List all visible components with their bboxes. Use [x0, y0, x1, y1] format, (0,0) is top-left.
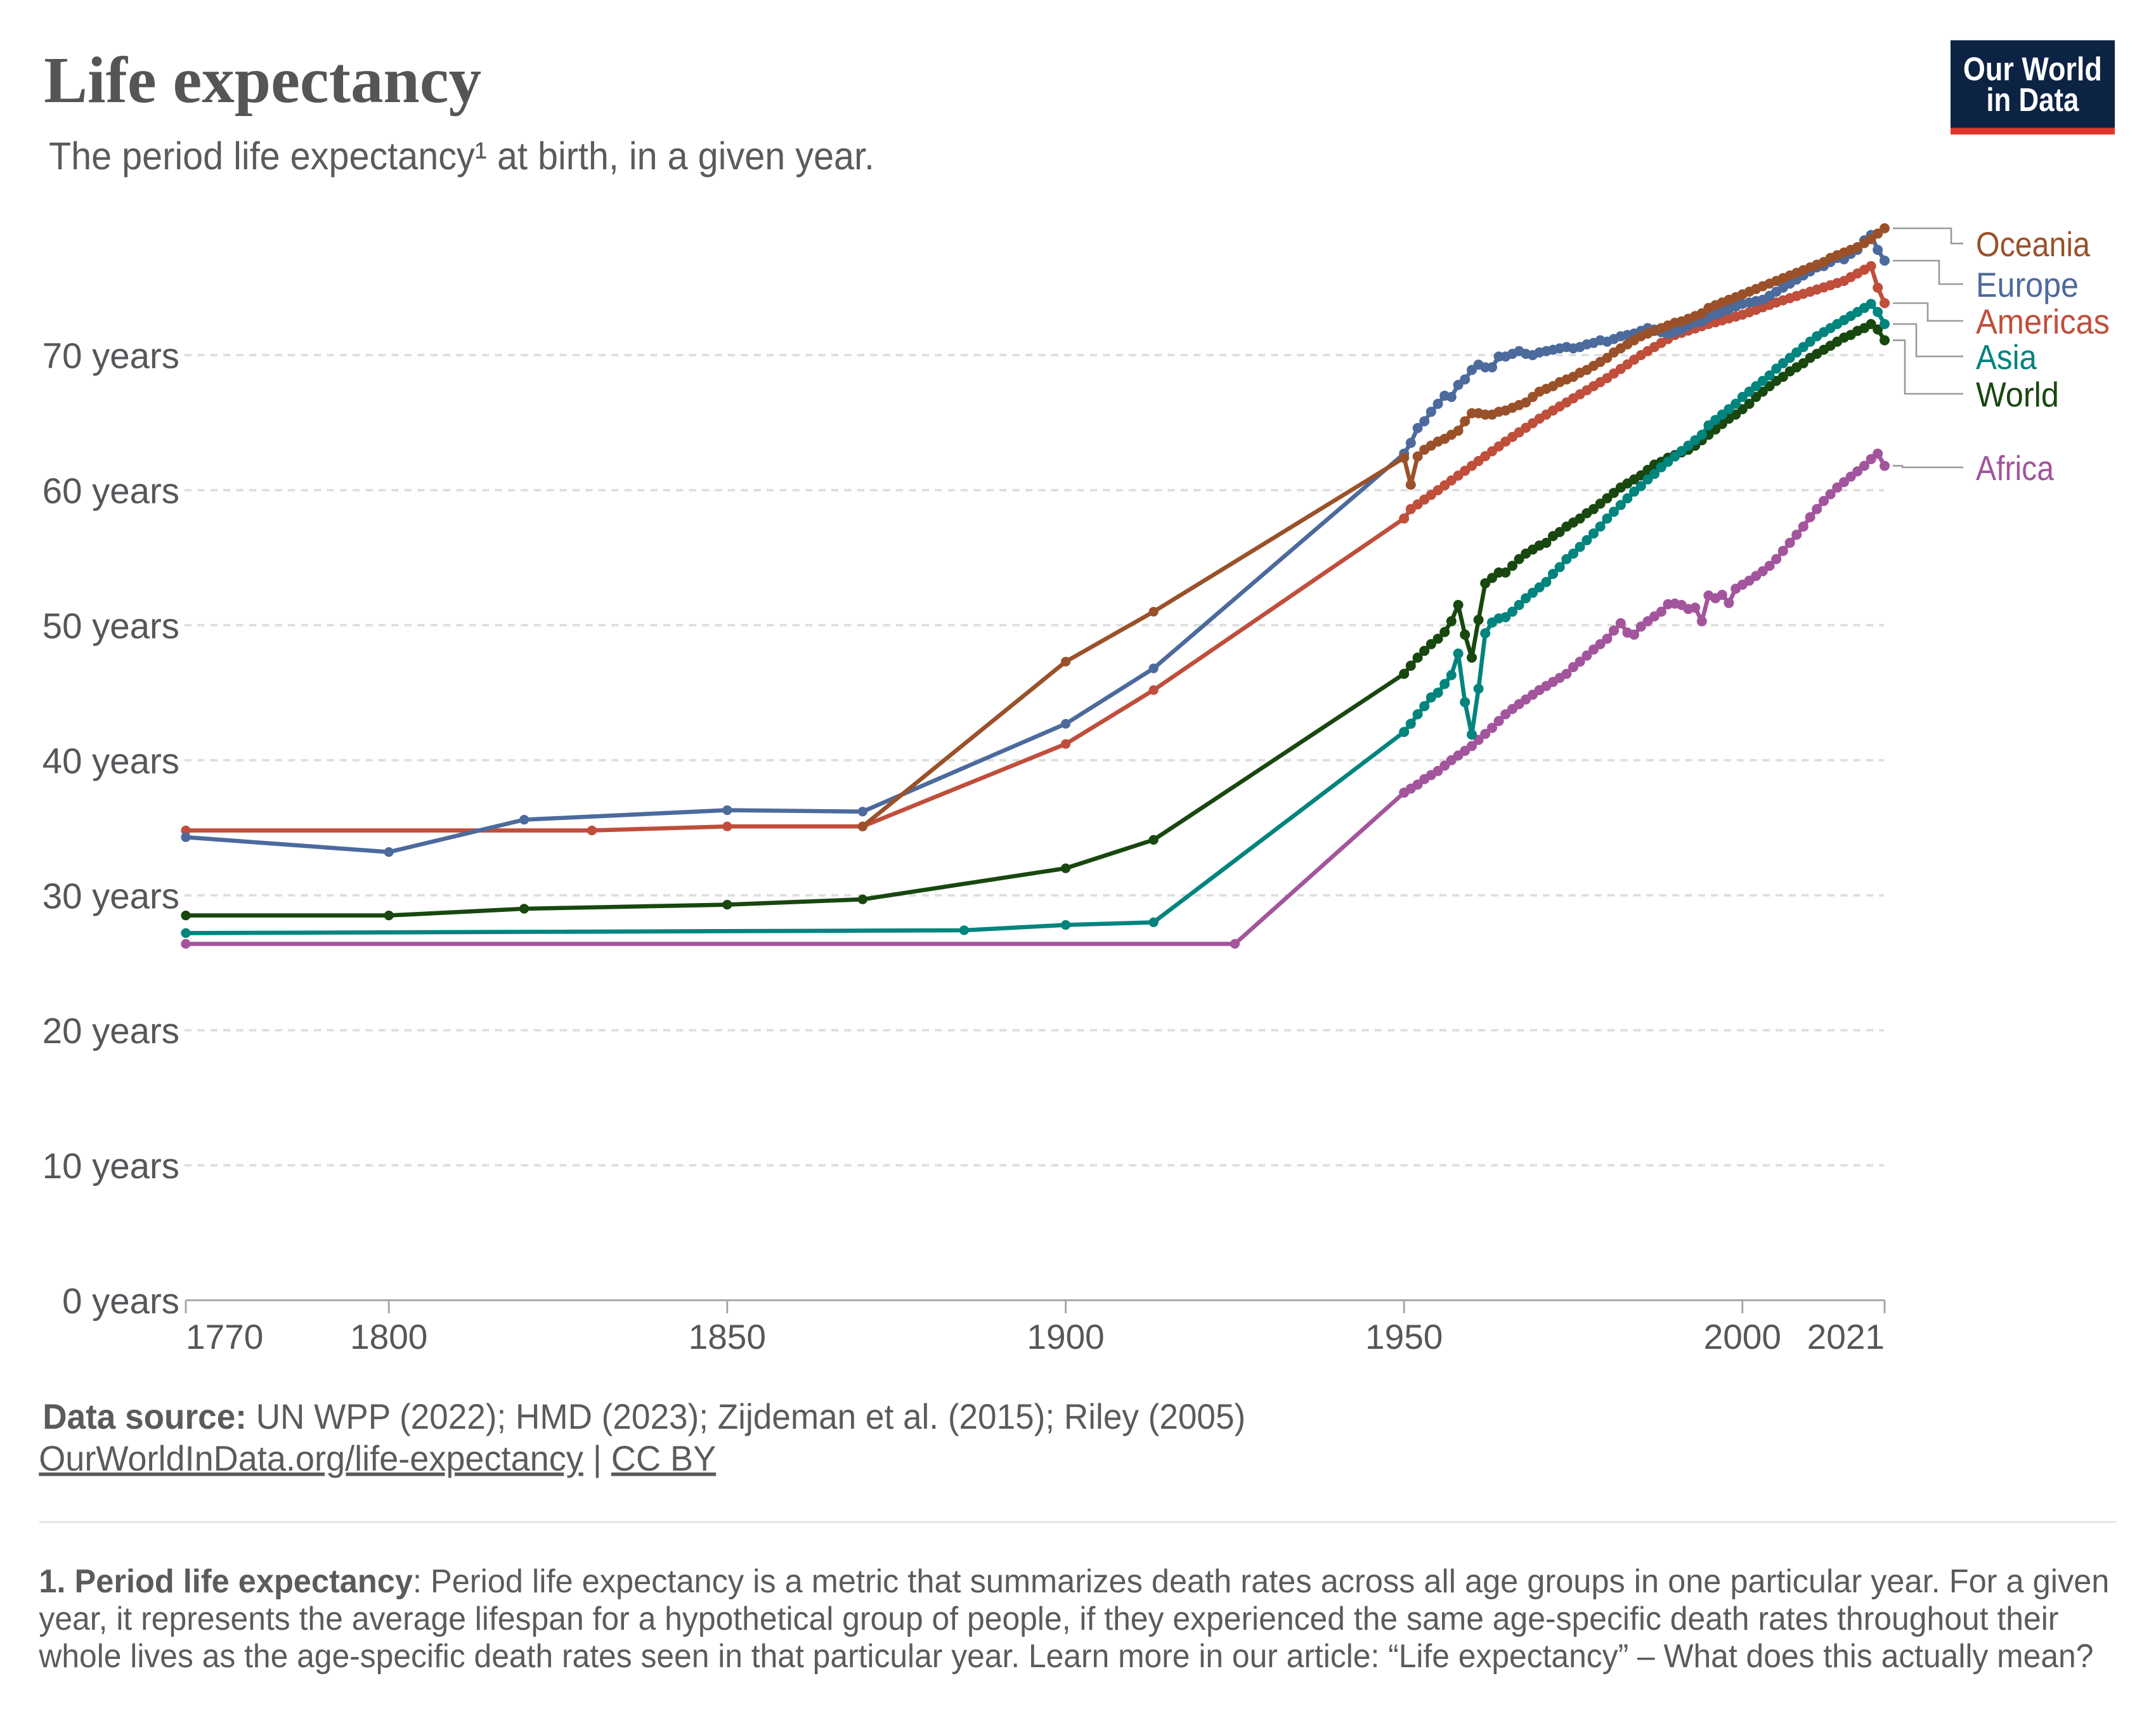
svg-text:1950: 1950 [1365, 1317, 1443, 1356]
svg-text:40 years: 40 years [42, 741, 179, 781]
svg-text:World: World [1976, 375, 2059, 414]
svg-text:2000: 2000 [1704, 1317, 1781, 1356]
svg-text:Americas: Americas [1976, 302, 2110, 341]
svg-text:The period life expectancy¹ at: The period life expectancy¹ at birth, in… [49, 134, 874, 178]
svg-text:Africa: Africa [1976, 448, 2054, 488]
svg-text:1800: 1800 [350, 1317, 427, 1356]
svg-text:1. Period life expectancy: Per: 1. Period life expectancy: Period life e… [39, 1563, 2109, 1599]
svg-text:2021: 2021 [1807, 1317, 1885, 1356]
svg-text:Europe: Europe [1976, 265, 2079, 304]
svg-text:60 years: 60 years [42, 471, 179, 511]
svg-text:Oceania: Oceania [1976, 224, 2090, 264]
svg-text:30 years: 30 years [42, 876, 179, 916]
svg-text:1850: 1850 [689, 1317, 766, 1356]
svg-text:whole lives as the age-specifi: whole lives as the age-specific death ra… [38, 1637, 2093, 1674]
svg-text:Data source: UN WPP (2022); HM: Data source: UN WPP (2022); HMD (2023); … [42, 1396, 1245, 1436]
svg-text:20 years: 20 years [42, 1011, 179, 1051]
svg-text:0 years: 0 years [62, 1281, 179, 1321]
svg-text:in Data: in Data [1986, 82, 2079, 119]
svg-text:OurWorldInData.org/life-expect: OurWorldInData.org/life-expectancy | CC … [39, 1438, 716, 1478]
svg-text:70 years: 70 years [42, 336, 179, 376]
svg-text:Life expectancy: Life expectancy [44, 44, 481, 117]
svg-text:50 years: 50 years [42, 606, 179, 646]
svg-text:1770: 1770 [186, 1317, 263, 1356]
svg-text:10 years: 10 years [42, 1146, 179, 1186]
svg-text:year, it represents the averag: year, it represents the average lifespan… [39, 1600, 2058, 1637]
svg-text:Our World: Our World [1963, 51, 2102, 88]
svg-text:Asia: Asia [1976, 337, 2037, 377]
svg-text:1900: 1900 [1027, 1317, 1104, 1356]
